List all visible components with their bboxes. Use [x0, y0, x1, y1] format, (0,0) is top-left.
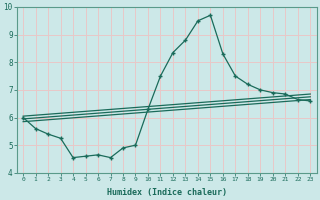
X-axis label: Humidex (Indice chaleur): Humidex (Indice chaleur): [107, 188, 227, 197]
